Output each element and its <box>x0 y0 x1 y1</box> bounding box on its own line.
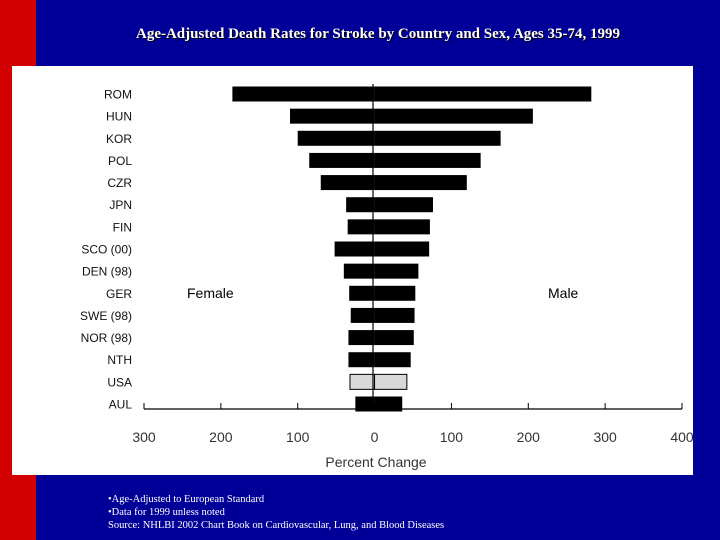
slide-title: Age-Adjusted Death Rates for Stroke by C… <box>135 26 621 42</box>
category-label: NOR (98) <box>81 331 132 345</box>
bar-female <box>334 241 375 257</box>
bar-male <box>374 130 501 146</box>
footnotes: •Age-Adjusted to European Standard •Data… <box>108 493 444 532</box>
category-label: GER <box>106 287 132 301</box>
right-band <box>693 66 720 475</box>
bar-male <box>374 373 408 390</box>
category-label: CZR <box>107 176 132 190</box>
bar-female <box>355 396 375 412</box>
bar-female <box>349 285 375 301</box>
category-label: USA <box>107 375 132 389</box>
bar-female <box>343 263 375 279</box>
category-label: POL <box>108 154 132 168</box>
bar-female <box>290 108 375 124</box>
x-tick-label: 100 <box>286 429 310 445</box>
category-label: SWE (98) <box>80 309 132 323</box>
bar-male <box>374 86 592 102</box>
legend-female: Female <box>187 285 234 301</box>
legend-male: Male <box>548 285 579 301</box>
bar-male <box>374 219 430 235</box>
bar-female <box>347 219 375 235</box>
footnote-source: Source: NHLBI 2002 Chart Book on Cardiov… <box>108 520 445 531</box>
bar-male <box>374 241 430 257</box>
bar-female <box>320 175 375 191</box>
bar-female <box>309 152 375 168</box>
chart-area: 300 200 100 0 100 200 300 400 ROM HUN KOR POL CZR JP… <box>12 66 694 475</box>
bar-female <box>346 197 375 213</box>
category-label: JPN <box>109 198 132 212</box>
category-label: HUN <box>106 110 132 124</box>
bar-male <box>374 307 415 323</box>
bar-male <box>374 352 411 368</box>
footnote-standard: •Age-Adjusted to European Standard <box>108 494 265 505</box>
x-tick-label: 300 <box>132 429 156 445</box>
x-tick-label: 200 <box>209 429 233 445</box>
footnote-data-year: •Data for 1999 unless noted <box>108 507 225 518</box>
category-label: DEN (98) <box>82 265 132 279</box>
bar-male <box>374 396 403 412</box>
x-tick-label: 300 <box>593 429 617 445</box>
bar-female <box>349 373 376 390</box>
x-tick-label: 200 <box>517 429 541 445</box>
bar-female <box>350 307 375 323</box>
bar-male <box>374 263 419 279</box>
title-band <box>36 0 720 66</box>
bar-male <box>374 330 414 346</box>
bar-male <box>374 152 481 168</box>
x-axis-title: Percent Change <box>325 454 426 470</box>
bar-female <box>348 352 375 368</box>
bar-male <box>374 197 433 213</box>
category-label: KOR <box>106 132 132 146</box>
stroke-death-rate-chart: 300 200 100 0 100 200 300 400 ROM HUN KOR POL CZR JP… <box>80 84 694 470</box>
category-label: ROM <box>104 88 132 102</box>
bar-male <box>374 175 467 191</box>
bar-female <box>232 86 375 102</box>
bar-female <box>297 130 375 146</box>
bar-male <box>374 285 416 301</box>
bottom-band <box>36 475 720 540</box>
x-tick-label: 0 <box>371 429 379 445</box>
x-tick-label: 100 <box>440 429 464 445</box>
category-label: AUL <box>109 398 133 412</box>
bar-female <box>348 330 375 346</box>
category-label: NTH <box>107 353 132 367</box>
category-label: FIN <box>113 220 132 234</box>
x-tick-label: 400 <box>670 429 693 445</box>
bar-male <box>374 108 533 124</box>
category-label: SCO (00) <box>81 243 132 257</box>
